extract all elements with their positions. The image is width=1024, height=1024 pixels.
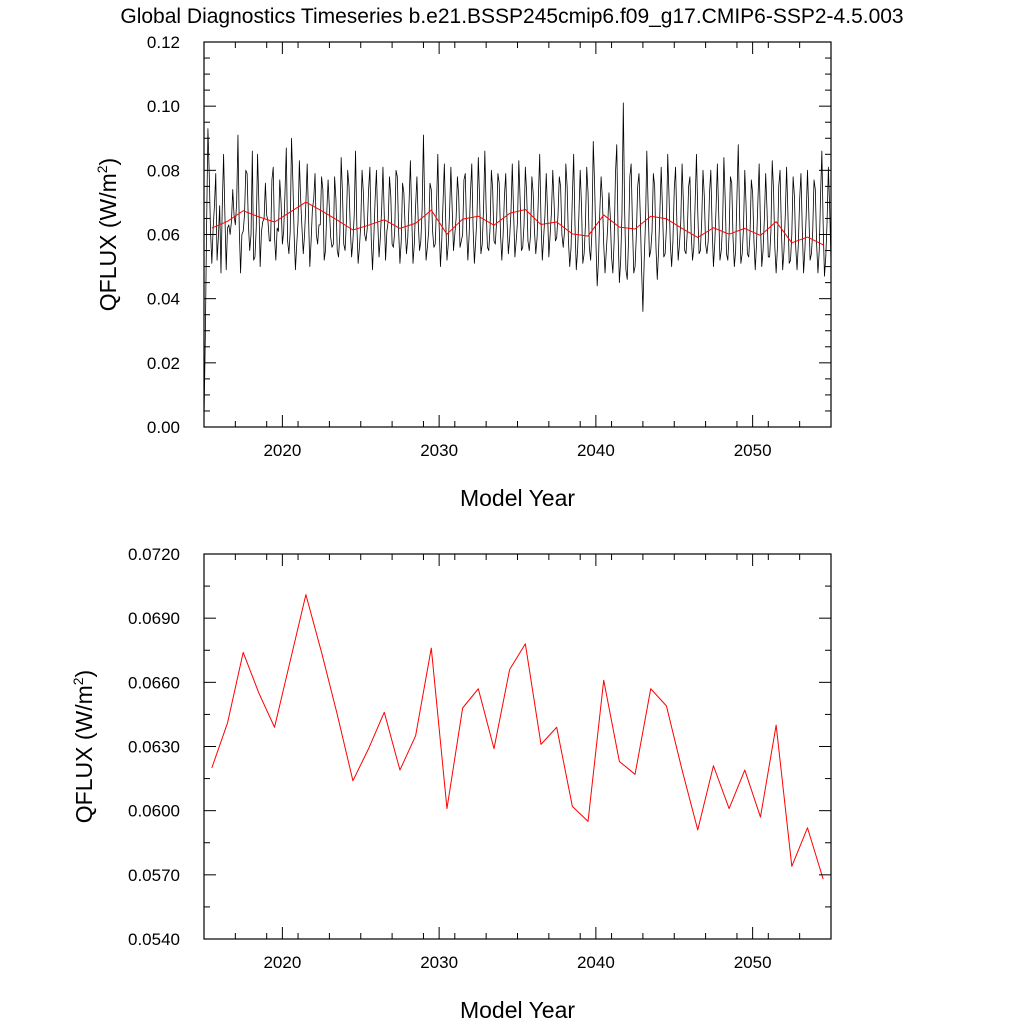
y-tick-label: 0.04 — [147, 290, 180, 309]
plot-frame — [203, 553, 832, 940]
y-tick-label: 0.10 — [147, 97, 180, 116]
y-tick-label: 0.0690 — [128, 609, 180, 628]
annual-mean-series-line — [211, 201, 824, 246]
x-tick-label: 2020 — [263, 953, 301, 972]
y-tick-label: 0.02 — [147, 354, 180, 373]
x-tick-label: 2050 — [734, 441, 772, 460]
upper-timeseries-panel: 2020 2030 2040 2050 0.00 0.02 0.04 0.06 0.08 0.10… — [94, 33, 832, 511]
x-tick-label: 2030 — [420, 953, 458, 972]
y-tick-label: 0.0570 — [128, 866, 180, 885]
y-axis-title: QFLUX (W/m2) — [94, 158, 121, 311]
y-tick-label: 0.12 — [147, 33, 180, 52]
y-tick-label: 0.0660 — [128, 673, 180, 692]
y-tick-label: 0.0600 — [128, 802, 180, 821]
x-tick-label: 2020 — [263, 441, 301, 460]
x-tick-label: 2030 — [420, 441, 458, 460]
y-tick-label: 0.06 — [147, 226, 180, 245]
lower-annual-panel: 2020 2030 2040 2050 0.0540 0.0570 0.0600 0.0630… — [70, 545, 832, 1023]
y-tick-label: 0.00 — [147, 418, 180, 437]
y-axis-title: QFLUX (W/m2) — [70, 670, 97, 823]
annual-mean-series-line — [211, 594, 824, 880]
y-tick-label: 0.0630 — [128, 738, 180, 757]
x-tick-label: 2050 — [734, 953, 772, 972]
x-tick-label: 2040 — [577, 441, 615, 460]
x-axis-title: Model Year — [460, 485, 575, 511]
y-tick-label: 0.0720 — [128, 545, 180, 564]
x-tick-label: 2040 — [577, 953, 615, 972]
y-tick-label: 0.08 — [147, 161, 180, 180]
monthly-series-line — [204, 102, 831, 421]
plot-frame — [203, 41, 832, 428]
y-tick-label: 0.0540 — [128, 930, 180, 949]
figure-title: Global Diagnostics Timeseries b.e21.BSSP… — [120, 5, 903, 28]
x-axis-title: Model Year — [460, 997, 575, 1023]
